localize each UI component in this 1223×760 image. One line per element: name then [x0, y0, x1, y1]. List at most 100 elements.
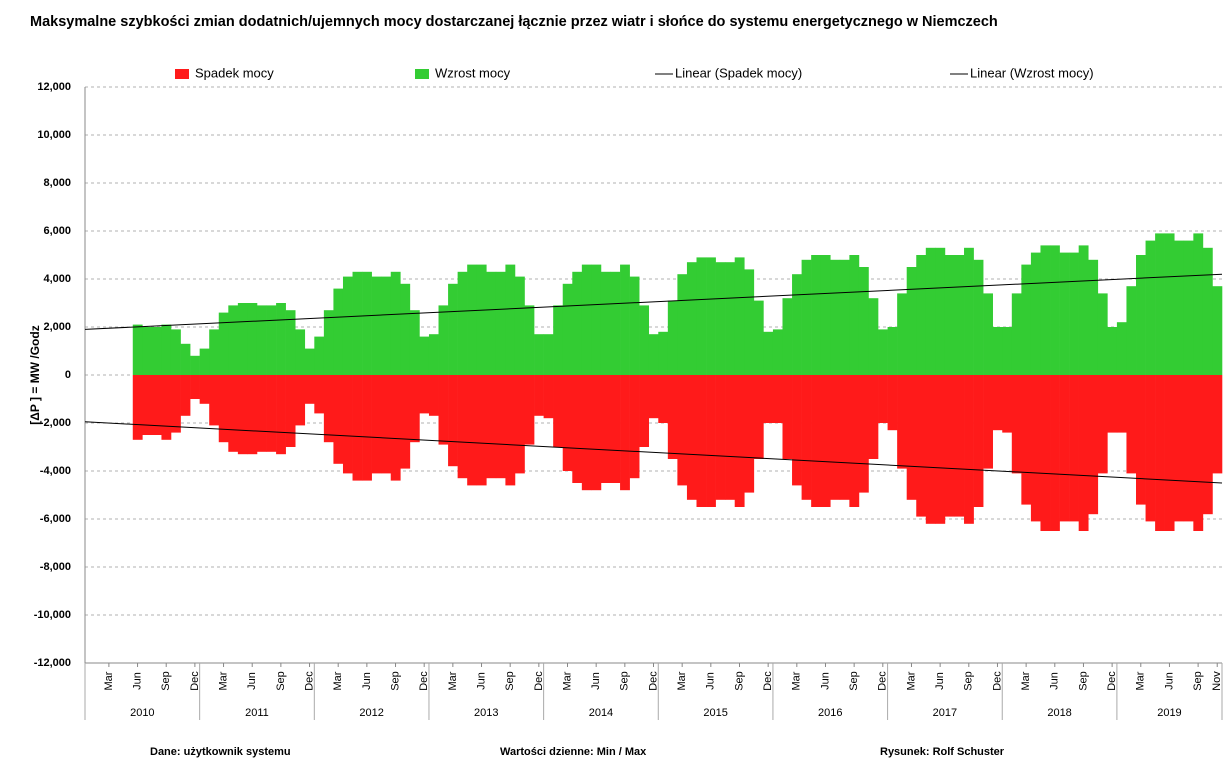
trend-line — [84, 421, 1223, 484]
bar — [925, 247, 936, 375]
bar — [887, 327, 898, 375]
bar — [849, 375, 860, 507]
year-label: 2013 — [474, 707, 498, 719]
bar — [839, 259, 850, 375]
bar — [553, 305, 564, 375]
bar — [983, 293, 993, 375]
x-tick-label: Mar — [676, 671, 688, 690]
bar — [1040, 245, 1051, 375]
bar — [830, 259, 841, 375]
year-label: 2016 — [818, 707, 842, 719]
bar — [792, 274, 802, 375]
bar — [457, 375, 468, 479]
bar — [266, 305, 277, 375]
bar — [677, 274, 688, 375]
bar — [639, 305, 650, 375]
bar — [543, 334, 554, 375]
footer-text: Wartości dzienne: Min / Max — [500, 746, 647, 758]
x-tick-label: Mar — [905, 671, 917, 690]
bar — [237, 303, 248, 375]
bar — [142, 327, 153, 375]
bar — [811, 375, 822, 507]
trend-line — [84, 273, 1223, 330]
bar — [772, 375, 783, 423]
x-tick-label: Sep — [1077, 671, 1089, 691]
y-tick-label: -10,000 — [34, 609, 71, 621]
bar — [170, 329, 181, 375]
bar — [1126, 286, 1137, 375]
bar — [562, 283, 573, 375]
bar — [486, 271, 497, 375]
bar — [1059, 252, 1070, 375]
x-tick-label: Mar — [217, 671, 229, 690]
x-tick-label: Mar — [447, 671, 459, 690]
bar — [906, 375, 917, 500]
bar — [725, 262, 736, 375]
y-tick-label: -2,000 — [40, 417, 71, 429]
bar — [199, 348, 210, 375]
bar — [629, 276, 640, 375]
bar — [954, 375, 965, 517]
bar — [409, 310, 420, 375]
bar — [925, 375, 936, 524]
bar — [438, 375, 449, 445]
legend-label: Linear (Spadek mocy) — [675, 65, 802, 80]
bar — [992, 375, 1003, 431]
y-tick-label: -4,000 — [40, 465, 71, 477]
bar — [486, 375, 497, 479]
bar — [1050, 375, 1060, 531]
bar — [295, 329, 306, 375]
bar — [715, 262, 726, 375]
bar — [448, 283, 458, 375]
bar — [935, 247, 946, 375]
y-tick-label: 2,000 — [43, 321, 71, 333]
bar — [964, 247, 974, 375]
x-tick-label: Sep — [1192, 671, 1204, 691]
x-tick-label: Sep — [733, 671, 745, 691]
bar — [1212, 286, 1223, 375]
bar — [132, 375, 143, 440]
bar — [715, 375, 726, 500]
bar — [658, 375, 669, 423]
y-axis-label: [ΔP ] = MW /Godz — [28, 325, 42, 424]
bar — [811, 255, 822, 375]
bar — [304, 375, 315, 404]
year-label: 2018 — [1047, 707, 1071, 719]
bar — [1078, 245, 1089, 375]
bar — [820, 255, 831, 375]
bar — [1030, 252, 1041, 375]
bar — [610, 375, 621, 483]
bar — [878, 329, 888, 375]
legend-label: Spadek mocy — [195, 65, 274, 80]
bar — [858, 375, 869, 493]
bar — [295, 375, 306, 426]
bar — [1116, 322, 1127, 375]
bar — [801, 375, 812, 500]
bar — [600, 375, 611, 483]
bar — [161, 324, 172, 375]
legend-label: Wzrost mocy — [435, 65, 511, 80]
bar — [1030, 375, 1041, 522]
bar — [514, 375, 525, 474]
bar — [285, 310, 296, 375]
bar — [1107, 327, 1118, 375]
bar — [419, 375, 430, 414]
x-tick-label: Jun — [131, 672, 143, 690]
bar — [667, 375, 678, 459]
y-tick-label: 10,000 — [37, 129, 71, 141]
bar — [1183, 375, 1194, 522]
x-tick-label: Jun — [819, 672, 831, 690]
bar — [190, 375, 200, 399]
bar — [935, 375, 946, 524]
chart-title: Maksymalne szybkości zmian dodatnich/uje… — [30, 14, 998, 30]
bar — [763, 331, 774, 375]
bar — [371, 375, 382, 474]
bar — [1002, 375, 1013, 433]
bar — [534, 334, 544, 375]
bar — [887, 375, 898, 431]
year-label: 2010 — [130, 707, 154, 719]
x-tick-label: Sep — [504, 671, 516, 691]
bar — [371, 276, 382, 375]
x-tick-label: Sep — [160, 671, 172, 691]
bar — [342, 276, 353, 375]
